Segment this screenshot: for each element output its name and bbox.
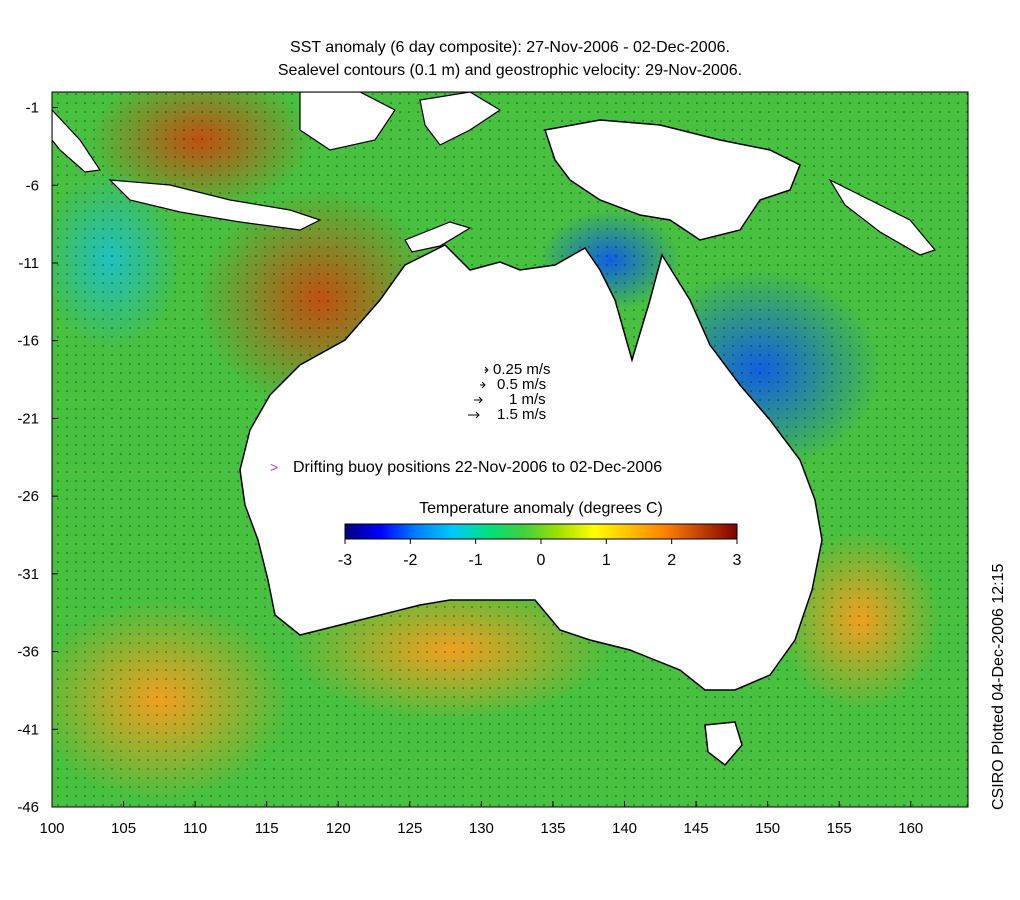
sst-anomaly-field xyxy=(52,92,968,807)
x-tick-label: 110 xyxy=(183,820,207,837)
velocity-legend-label: 1.5 m/s xyxy=(497,406,546,423)
y-tick-label: -1 xyxy=(26,100,39,117)
buoy-legend-label: Drifting buoy positions 22-Nov-2006 to 0… xyxy=(293,459,662,476)
sumatra-tip xyxy=(52,109,102,173)
velocity-arrow-head xyxy=(484,366,489,374)
y-tick-label: -31 xyxy=(17,566,39,583)
y-tick-label: -46 xyxy=(17,799,39,816)
y-axis: -1 -6 -11 -16 -21 -26 -31 -36 -41 -46 xyxy=(17,100,58,816)
y-tick-label: -11 xyxy=(18,255,39,272)
x-tick-label: 155 xyxy=(827,820,852,837)
colorbar-tick-label: 1 xyxy=(602,552,611,569)
java-island xyxy=(108,179,322,231)
y-tick-label: -21 xyxy=(17,410,39,427)
buoy-legend: > Drifting buoy positions 22-Nov-2006 to… xyxy=(270,459,662,476)
y-tick-label: -16 xyxy=(17,333,39,350)
timor-island xyxy=(404,221,472,253)
x-tick-label: 150 xyxy=(755,820,780,837)
x-tick-label: 120 xyxy=(326,820,351,837)
colorbar-tick-label: 0 xyxy=(537,552,546,569)
solomon-islands xyxy=(828,178,937,256)
colorbar-tick-label: 2 xyxy=(667,552,676,569)
y-tick-label: -26 xyxy=(17,488,39,505)
colorbar-tick-label: -3 xyxy=(338,552,352,569)
new-guinea xyxy=(544,119,801,241)
map-frame xyxy=(51,91,969,808)
buoy-marker-icon: > xyxy=(270,459,278,475)
velocity-legend-label: 1 m/s xyxy=(509,391,546,408)
y-tick-label: -6 xyxy=(26,177,39,194)
x-tick-label: 135 xyxy=(540,820,565,837)
colorbar-tick-label: -2 xyxy=(403,552,417,569)
velocity-arrow-head xyxy=(481,381,486,389)
colorbar-tick-label: -1 xyxy=(469,552,483,569)
map-title-line-2: Sealevel contours (0.1 m) and geostrophi… xyxy=(277,62,743,79)
y-tick-label: -41 xyxy=(17,721,39,738)
velocity-legend-label: 0.25 m/s xyxy=(493,361,551,378)
x-tick-label: 160 xyxy=(898,820,923,837)
colorbar-bar xyxy=(344,523,738,540)
velocity-legend: 0.25 m/s0.5 m/s1 m/s1.5 m/s xyxy=(468,361,551,423)
sulawesi-fragment xyxy=(419,92,502,146)
colorbar-title: Temperature anomaly (degrees C) xyxy=(419,500,663,517)
australia-landmass xyxy=(239,244,823,691)
land-masses xyxy=(52,92,937,767)
x-tick-label: 125 xyxy=(397,820,422,837)
x-axis: 100 105 110 115 120 125 130 135 140 145 150 155 160 xyxy=(39,801,923,837)
velocity-legend-label: 0.5 m/s xyxy=(497,376,546,393)
x-tick-label: 130 xyxy=(469,820,494,837)
y-tick-label: -36 xyxy=(17,644,39,661)
plot-credit-label: CSIRO Plotted 04-Dec-2006 12:15 xyxy=(990,563,1007,810)
x-tick-label: 145 xyxy=(684,820,709,837)
borneo-fragment xyxy=(299,92,396,151)
colorbar-ticks: -3 -2 -1 0 1 2 3 xyxy=(338,539,742,569)
x-tick-label: 140 xyxy=(612,820,637,837)
x-tick-label: 115 xyxy=(255,820,279,837)
colorbar: Temperature anomaly (degrees C) -3 -2 -1 0 1… xyxy=(338,500,742,569)
map-title-line-1: SST anomaly (6 day composite): 27-Nov-20… xyxy=(290,39,730,56)
colorbar-tick-label: 3 xyxy=(733,552,742,569)
tasmania xyxy=(704,721,743,767)
x-tick-label: 100 xyxy=(39,820,64,837)
x-tick-label: 105 xyxy=(111,820,136,837)
velocity-arrow-head xyxy=(478,396,483,404)
velocity-arrow-head xyxy=(475,411,480,419)
